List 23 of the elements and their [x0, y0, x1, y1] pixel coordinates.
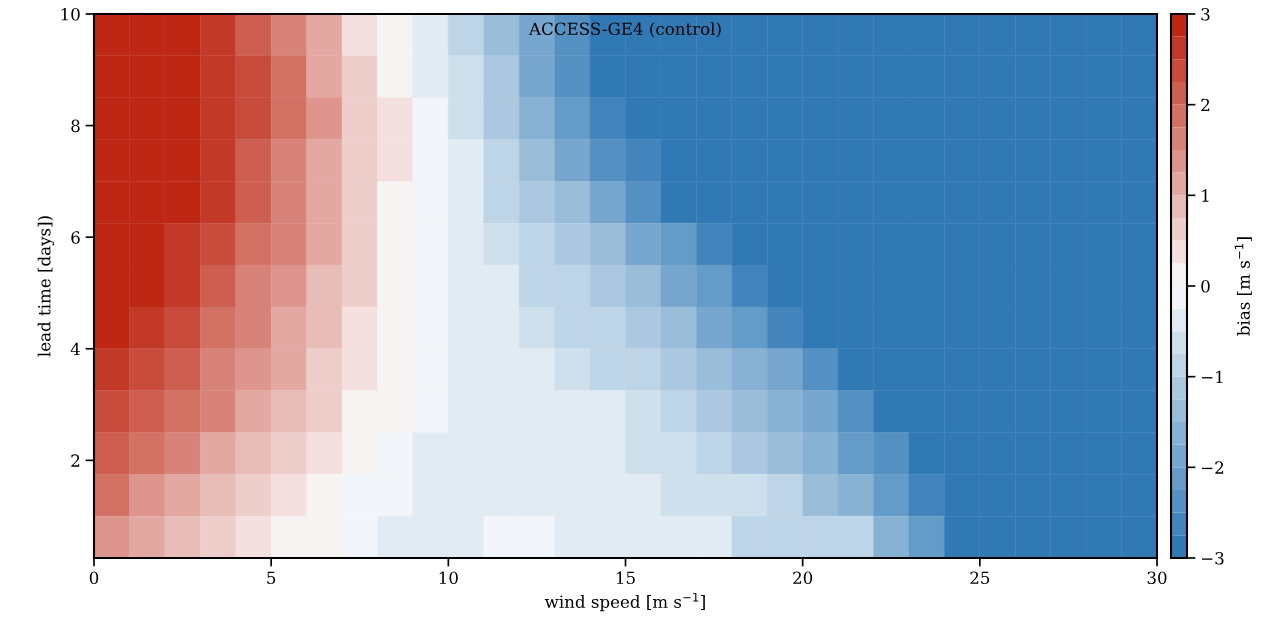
y-tick-label: 10 — [61, 7, 80, 21]
y-tick-label: 6 — [71, 231, 80, 244]
y-tick-label: 8 — [71, 119, 80, 133]
x-tick-label: 5 — [267, 571, 276, 585]
y-tick-label: 2 — [71, 454, 80, 467]
y-tick-label: 4 — [70, 342, 80, 356]
x-tick-label: 20 — [793, 571, 813, 585]
x-tick-label: 15 — [616, 571, 635, 585]
chart-title: ACCESS-GE4 (control) — [528, 22, 721, 38]
x-tick-label: 30 — [1147, 571, 1167, 585]
x-axis-title: wind speed [m s$^{−1}$] — [544, 592, 705, 612]
x-tick-label: 10 — [439, 571, 458, 585]
color-bar-label: 2 — [1201, 98, 1210, 111]
x-tick-label: 0 — [89, 571, 99, 585]
color-bar-title: bias [m s$^{−1}$] — [1234, 237, 1252, 336]
color-bar-label: 3 — [1201, 7, 1210, 21]
x-tick-label: 25 — [970, 571, 990, 585]
y-axis-title: lead time [days]) — [37, 216, 55, 357]
color-bar-label: −2 — [1201, 461, 1224, 474]
color-bar-label: 1 — [1202, 189, 1209, 202]
color-bar-label: −3 — [1201, 551, 1224, 565]
color-bar-label: 0 — [1201, 279, 1210, 293]
color-bar-label: −1 — [1201, 370, 1223, 383]
